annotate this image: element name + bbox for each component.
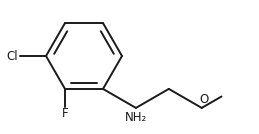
Text: F: F	[62, 107, 68, 120]
Text: Cl: Cl	[6, 49, 18, 62]
Text: O: O	[199, 93, 208, 106]
Text: NH₂: NH₂	[125, 111, 147, 124]
